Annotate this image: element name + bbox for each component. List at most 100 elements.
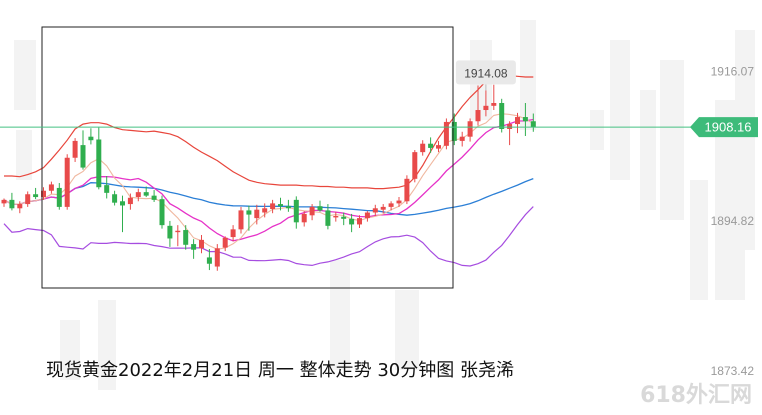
candle-19: [151, 190, 157, 202]
candle-14: [112, 190, 118, 206]
candle-44: [349, 213, 355, 233]
candle-body: [443, 121, 449, 146]
candle-body: [151, 195, 157, 200]
candle-body: [64, 157, 70, 207]
candle-body: [483, 105, 489, 111]
candlesticks: [1, 84, 536, 271]
candle-46: [364, 211, 370, 222]
candle-body: [341, 216, 347, 219]
candle-body: [238, 210, 244, 230]
candle-10: [80, 130, 86, 170]
candle-49: [388, 201, 394, 211]
candle-body: [270, 203, 276, 209]
candle-15: [120, 195, 125, 233]
ma-mid-line: [3, 118, 534, 242]
current-price-tag-bg: [690, 117, 758, 138]
candle-body: [412, 152, 418, 179]
candle-57: [451, 113, 457, 146]
candle-18: [143, 186, 149, 198]
candle-39: [309, 204, 315, 221]
candle-body: [254, 209, 260, 219]
candle-1: [9, 192, 15, 211]
candle-body: [48, 184, 54, 191]
candle-35: [278, 197, 283, 211]
candle-58: [459, 131, 465, 147]
candle-51: [404, 175, 410, 205]
candle-22: [175, 225, 181, 247]
candle-body: [380, 206, 386, 210]
candle-body: [17, 204, 23, 209]
candle-7: [56, 183, 62, 210]
candle-0: [1, 198, 7, 207]
bg-bar-1: [16, 130, 32, 180]
bg-bar-3: [98, 300, 116, 390]
candle-body: [301, 213, 307, 223]
candle-body: [230, 229, 236, 238]
candle-11: [88, 128, 94, 145]
candle-31: [246, 205, 252, 231]
candle-2: [17, 201, 23, 214]
candle-12: [96, 127, 102, 190]
candle-body: [317, 206, 323, 211]
candle-43: [341, 212, 347, 226]
candle-body: [246, 210, 252, 215]
candle-body: [127, 197, 133, 205]
callout-box: [455, 60, 516, 85]
y-axis: 1916.07 1894.82 1873.42 1908.16: [690, 65, 758, 378]
candle-23: [183, 225, 189, 250]
candle-41: [325, 204, 331, 230]
candle-62: [491, 84, 497, 111]
candle-6: [48, 181, 54, 194]
background-pattern: [14, 20, 755, 390]
candle-3: [25, 191, 31, 207]
bg-bar-7: [520, 20, 536, 130]
candle-36: [285, 199, 291, 212]
site-watermark: 618外汇网: [640, 383, 752, 408]
current-price-value: 1908.16: [705, 120, 752, 135]
candle-21: [167, 220, 173, 247]
candle-body: [72, 140, 78, 158]
candle-body: [285, 206, 291, 209]
candle-8: [64, 154, 70, 210]
candle-body: [191, 244, 197, 250]
candle-27: [214, 244, 220, 271]
candle-body: [372, 208, 378, 213]
candle-body: [522, 117, 528, 122]
candle-body: [104, 185, 110, 193]
candle-38: [301, 211, 307, 227]
candle-body: [56, 187, 62, 207]
candle-body: [499, 103, 505, 129]
bollinger-lower-line: [3, 206, 534, 267]
candle-34: [270, 199, 276, 214]
candle-body: [396, 200, 402, 204]
candle-body: [388, 203, 394, 207]
candle-body: [357, 218, 362, 225]
candle-body: [278, 204, 283, 207]
candle-body: [293, 199, 299, 223]
candle-body: [475, 110, 481, 122]
candle-body: [333, 216, 339, 218]
candle-body: [420, 143, 426, 153]
candle-37: [293, 196, 299, 229]
callout-value: 1914.08: [464, 66, 508, 80]
candle-body: [88, 136, 94, 141]
candle-65: [515, 112, 520, 134]
ma-slow-line: [3, 177, 534, 216]
candle-body: [515, 117, 520, 125]
y-tick-label-1: 1894.82: [711, 214, 755, 228]
candle-40: [317, 200, 323, 212]
bg-bar-5: [395, 290, 419, 370]
candle-54: [428, 137, 434, 153]
y-tick-label-2: 1873.42: [711, 364, 755, 378]
candle-body: [222, 237, 228, 248]
candle-56: [443, 118, 449, 150]
bg-bar-11: [660, 60, 684, 220]
current-price-tag: 1908.16: [690, 117, 758, 138]
candle-body: [364, 212, 370, 219]
candle-body: [428, 143, 434, 148]
bg-bar-9: [610, 40, 630, 180]
candle-body: [159, 199, 165, 226]
candle-24: [191, 239, 197, 259]
candle-body: [451, 121, 457, 141]
